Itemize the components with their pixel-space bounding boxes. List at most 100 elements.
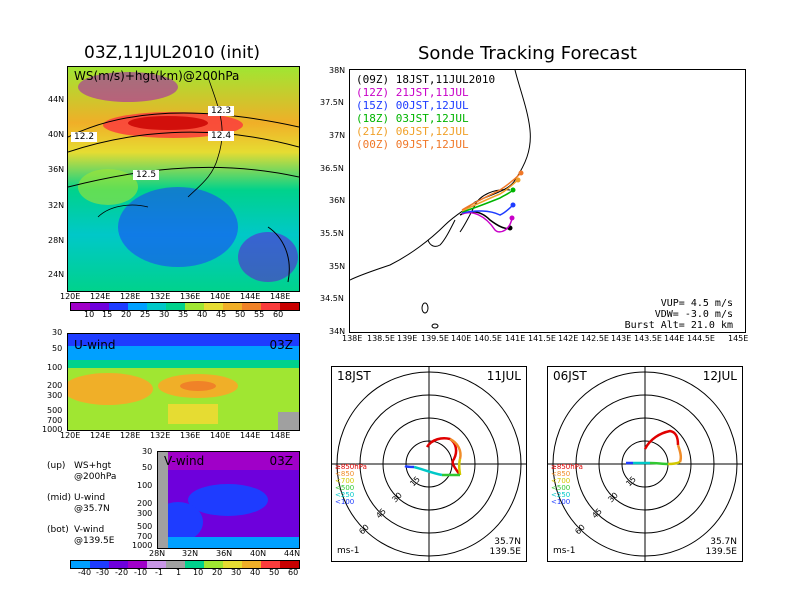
u-wind-panel: U-wind 03Z	[67, 333, 300, 431]
colorbar-tick: 20	[212, 568, 223, 577]
colorbar-tick: 60	[288, 568, 299, 577]
track-endpoint	[515, 177, 521, 183]
colorbar-swatch	[128, 303, 147, 310]
lon-tick: 143E	[611, 334, 632, 343]
right-title: Sonde Tracking Forecast	[418, 43, 637, 64]
lon-tick: 148E	[270, 292, 291, 301]
track-legend-item: (09Z) 18JST,11JUL2010	[356, 73, 495, 86]
lat-tick: 28N	[48, 236, 65, 245]
lat-tick: 40N	[48, 130, 65, 139]
hodo-time: 06JST	[553, 369, 587, 383]
level-key: <250	[335, 491, 355, 499]
colorbar-swatch	[261, 303, 280, 310]
lon-tick: 143.5E	[634, 334, 662, 343]
lat-tick: 36N	[329, 196, 346, 205]
colorbar-swatch	[223, 303, 242, 310]
track-legend-item: (18Z) 03JST,12JUL	[356, 112, 469, 125]
p-tick: 100	[137, 481, 153, 490]
lon-tick: 141E	[505, 334, 526, 343]
colorbar-swatch	[280, 561, 299, 568]
lat-tick: 35.5N	[320, 229, 344, 238]
colorbar-swatch	[90, 303, 109, 310]
level-key: <250	[551, 491, 571, 499]
p-tick: 30	[142, 447, 153, 456]
v-wind-time: 03Z	[269, 454, 294, 468]
track-endpoint	[509, 215, 515, 221]
lon-tick: 148E	[270, 431, 291, 440]
level-key: <850	[335, 470, 355, 478]
colorbar-tick: 50	[235, 310, 246, 319]
lon-tick: 139E	[397, 334, 418, 343]
legend-jst: 18JST,11JUL2010	[395, 73, 496, 86]
track-endpoint	[510, 187, 516, 193]
contour-label-box	[208, 131, 234, 141]
colorbar-tick: 45	[216, 310, 227, 319]
note-value: WS+hgt	[74, 461, 112, 471]
v-wind-graphic	[158, 452, 299, 548]
hodo-unit: ms-1	[553, 546, 576, 556]
lon-tick: 139.5E	[421, 334, 449, 343]
hodo-lat: 35.7N	[710, 537, 737, 547]
contour-label-12-2: 12.2	[74, 132, 95, 142]
wind-colorbar	[70, 560, 300, 569]
track-legend-item: (21Z) 06JST,12JUL	[356, 125, 469, 138]
u-wind-graphic	[68, 334, 299, 430]
u-wind-time: 03Z	[269, 338, 294, 352]
param-burst-alt: Burst Alt= 21.0 km	[624, 320, 733, 331]
lat-tick: 24N	[48, 270, 65, 279]
track-legend-item: (15Z) 00JST,12JUL	[356, 99, 469, 112]
level-key: <100	[551, 498, 571, 506]
level-key: ≥850hPa	[335, 463, 367, 471]
colorbar-tick: 40	[250, 568, 261, 577]
legend-utc: (09Z)	[356, 73, 390, 86]
lat-tick: 35N	[329, 262, 346, 271]
ws-panel-label: WS(m/s)+hgt(km)@200hPa	[74, 69, 240, 83]
p-tick: 1000	[132, 541, 153, 550]
lat-tick: 37.5N	[320, 98, 344, 107]
lon-tick: 128E	[120, 292, 141, 301]
track-legend-item: (12Z) 21JST,11JUL	[356, 86, 469, 99]
legend-jst: 00JST,12JUL	[395, 99, 469, 112]
level-key: <500	[335, 484, 355, 492]
lat-tick: 44N	[48, 95, 65, 104]
legend-utc: (15Z)	[356, 99, 390, 112]
hodo-time: 18JST	[337, 369, 371, 383]
p-tick: 200	[137, 499, 153, 508]
colorbar-swatch	[90, 561, 109, 568]
hodo-lon: 139.5E	[489, 547, 521, 557]
p-tick: 500	[47, 406, 63, 415]
colorbar-tick: 50	[269, 568, 280, 577]
level-key: <850	[551, 470, 571, 478]
lon-tick: 120E	[60, 292, 81, 301]
lon-tick: 144E	[664, 334, 685, 343]
v-wind-label: V-wind	[164, 454, 205, 468]
lon-tick: 145E	[728, 334, 749, 343]
p-tick: 100	[47, 363, 63, 372]
level-key: <100	[335, 498, 355, 506]
contour-label-box	[208, 106, 234, 116]
colorbar-tick: 35	[178, 310, 189, 319]
lon-tick: 140E	[210, 292, 231, 301]
colorbar-tick: -40	[78, 568, 92, 577]
legend-jst: 09JST,12JUL	[395, 138, 469, 151]
lon-tick: 141.5E	[528, 334, 556, 343]
lon-tick: 144E	[240, 292, 261, 301]
colorbar-swatch	[71, 561, 90, 568]
lat-tick: 36.5N	[320, 164, 344, 173]
hodo-date: 11JUL	[486, 369, 521, 383]
colorbar-swatch	[204, 561, 223, 568]
colorbar-swatch	[166, 561, 185, 568]
colorbar-tick: -30	[96, 568, 110, 577]
note-key: (mid)	[47, 493, 72, 503]
colorbar-tick: 40	[197, 310, 208, 319]
lat-tick: 38N	[329, 66, 346, 75]
lat-tick: 37N	[329, 131, 346, 140]
note-sub: @139.5E	[74, 536, 115, 546]
level-key: <700	[551, 477, 571, 485]
lon-tick: 124E	[90, 431, 111, 440]
colorbar-swatch	[261, 561, 280, 568]
lon-tick: 144.5E	[687, 334, 715, 343]
lat-tick: 34N	[329, 327, 346, 336]
colorbar-tick: -1	[155, 568, 163, 577]
lat-tick: 28N	[149, 549, 166, 558]
